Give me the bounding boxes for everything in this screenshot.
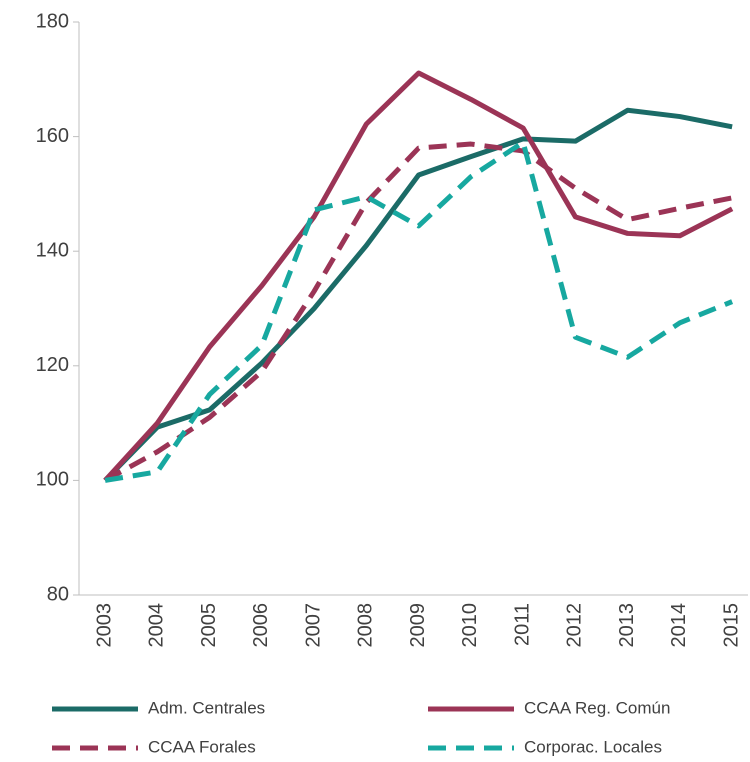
- x-tick-label: 2015: [720, 603, 742, 648]
- x-tick-label: 2014: [668, 603, 690, 648]
- y-tick-label: 140: [36, 239, 69, 261]
- x-tick-label: 2012: [564, 603, 586, 648]
- x-tick-label: 2005: [198, 603, 220, 648]
- legend-label: CCAA Reg. Común: [524, 698, 670, 717]
- legend-label: Adm. Centrales: [148, 698, 265, 717]
- x-tick-label: 2009: [407, 603, 429, 648]
- y-tick-label: 100: [36, 469, 69, 491]
- y-tick-label: 80: [47, 583, 69, 605]
- x-tick-label: 2010: [459, 603, 481, 648]
- series-line: [103, 107, 733, 483]
- series-line: [104, 139, 734, 483]
- x-tick-label: 2011: [511, 603, 533, 646]
- legend-label: Corporac. Locales: [524, 737, 662, 756]
- x-tick-label: 2008: [355, 603, 377, 648]
- x-tick-label: 2006: [250, 603, 272, 648]
- y-tick-label: 180: [36, 10, 69, 32]
- legend-label: CCAA Forales: [148, 737, 256, 756]
- series-line: [103, 141, 733, 483]
- x-tick-label: 2013: [616, 603, 638, 648]
- x-tick-label: 2007: [302, 603, 324, 648]
- y-tick-label: 160: [36, 125, 69, 147]
- x-tick-label: 2003: [93, 603, 115, 648]
- y-tick-label: 120: [36, 354, 69, 376]
- series-line: [103, 70, 734, 483]
- x-tick-label: 2004: [146, 603, 168, 648]
